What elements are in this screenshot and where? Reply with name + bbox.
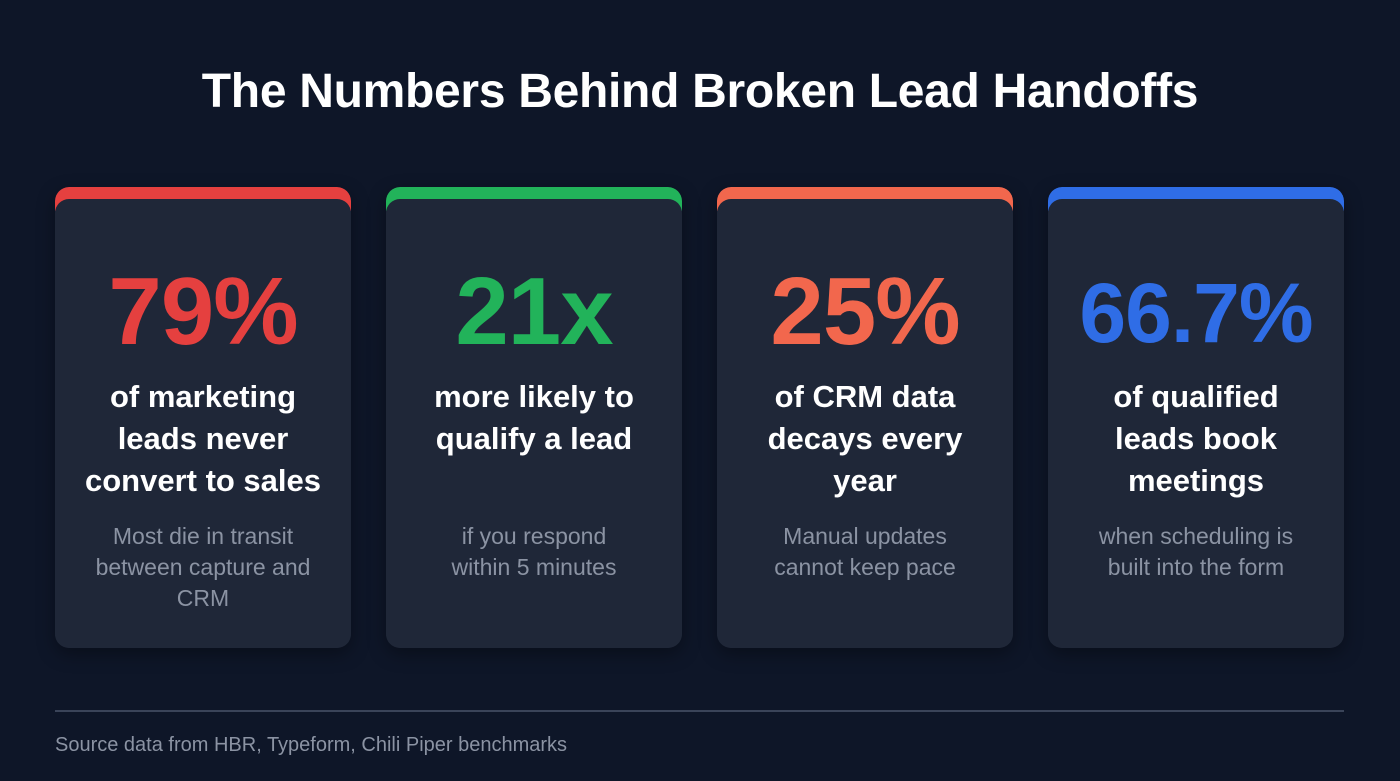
stat-headline: of marketing leads never convert to sale… — [84, 379, 322, 498]
stat-value: 21x — [455, 258, 613, 365]
stat-subtext: if you respond within 5 minutes — [451, 523, 617, 580]
page-title: The Numbers Behind Broken Lead Handoffs — [201, 65, 1199, 118]
card-body: 25% of CRM data decays every year Manual… — [717, 199, 1013, 648]
stat-value: 66.7% — [1079, 266, 1313, 360]
stat-card-conversion: 79% of marketing leads never convert to … — [55, 187, 351, 648]
stat-subtext: when scheduling is built into the form — [1098, 523, 1294, 580]
stat-value: 25% — [770, 258, 960, 365]
stat-value: 79% — [108, 258, 298, 365]
stat-subtext: Manual updates cannot keep pace — [774, 523, 956, 580]
stat-headline: more likely to qualify a lead — [434, 379, 634, 456]
stat-card-data-decay: 25% of CRM data decays every year Manual… — [717, 187, 1013, 648]
source-note: Source data from HBR, Typeform, Chili Pi… — [55, 734, 568, 756]
stat-subtext: Most die in transit between capture and … — [95, 523, 311, 611]
stat-card-meetings: 66.7% of qualified leads book meetings w… — [1048, 187, 1344, 648]
card-body: 66.7% of qualified leads book meetings w… — [1048, 199, 1344, 648]
card-body: 21x more likely to qualify a lead if you… — [386, 199, 682, 648]
card-body: 79% of marketing leads never convert to … — [55, 199, 351, 648]
stat-card-response-time: 21x more likely to qualify a lead if you… — [386, 187, 682, 648]
footer-divider — [55, 710, 1344, 712]
stat-headline: of CRM data decays every year — [767, 379, 963, 498]
stat-headline: of qualified leads book meetings — [1113, 379, 1279, 498]
